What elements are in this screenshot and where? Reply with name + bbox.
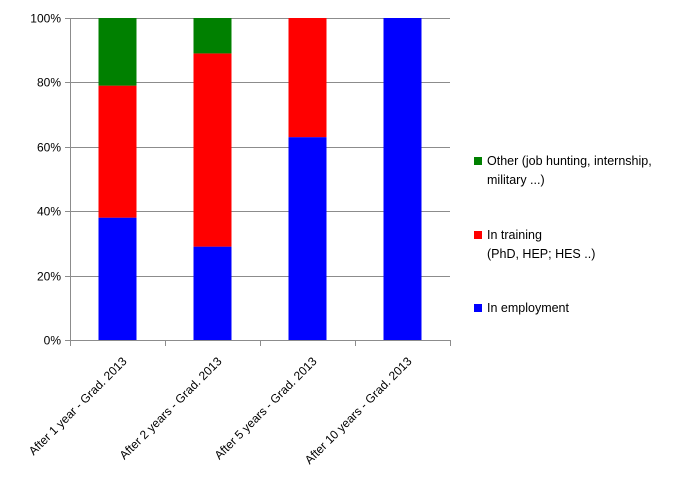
legend-swatch-employment xyxy=(474,304,482,312)
bar-segment-employment xyxy=(288,137,327,340)
axes xyxy=(65,18,451,346)
x-category-label: After 10 years - Grad. 2013 xyxy=(302,354,415,467)
y-tick-label: 100% xyxy=(30,12,61,26)
legend-label-training-line1: In training xyxy=(487,228,542,242)
legend-label-training: In training (PhD, HEP; HES ..) xyxy=(487,226,595,264)
bar-segment-training xyxy=(193,53,232,247)
legend-swatch-other xyxy=(474,157,482,165)
y-tick-label: 0% xyxy=(44,334,62,348)
y-tick-labels: 0% 20% 40% 60% 80% 100% xyxy=(30,12,61,348)
bars xyxy=(98,18,422,340)
bar-segment-employment xyxy=(383,18,422,340)
bar-segment-employment xyxy=(98,217,137,340)
x-category-label: After 1 year - Grad. 2013 xyxy=(26,354,130,458)
legend-label-other-line2: military ...) xyxy=(487,173,545,187)
x-category-label: After 5 years - Grad. 2013 xyxy=(212,354,320,462)
legend-label-other-line1: Other (job hunting, internship, xyxy=(487,154,652,168)
y-tick-label: 80% xyxy=(37,76,61,90)
legend-label-other: Other (job hunting, internship, military… xyxy=(487,152,652,190)
bar-segment-training xyxy=(98,85,137,218)
bar-segment-training xyxy=(288,18,327,138)
bar-segment-other xyxy=(193,18,232,54)
y-tick-label: 40% xyxy=(37,205,61,219)
legend-swatch-training xyxy=(474,231,482,239)
bar-segment-employment xyxy=(193,246,232,340)
y-tick-label: 20% xyxy=(37,270,61,284)
y-tick-label: 60% xyxy=(37,141,61,155)
bar-segment-other xyxy=(98,18,137,86)
legend-label-employment-line1: In employment xyxy=(487,301,569,315)
x-category-label: After 2 years - Grad. 2013 xyxy=(117,354,225,462)
legend-label-employment: In employment xyxy=(487,299,569,318)
legend-label-training-line2: (PhD, HEP; HES ..) xyxy=(487,247,596,261)
